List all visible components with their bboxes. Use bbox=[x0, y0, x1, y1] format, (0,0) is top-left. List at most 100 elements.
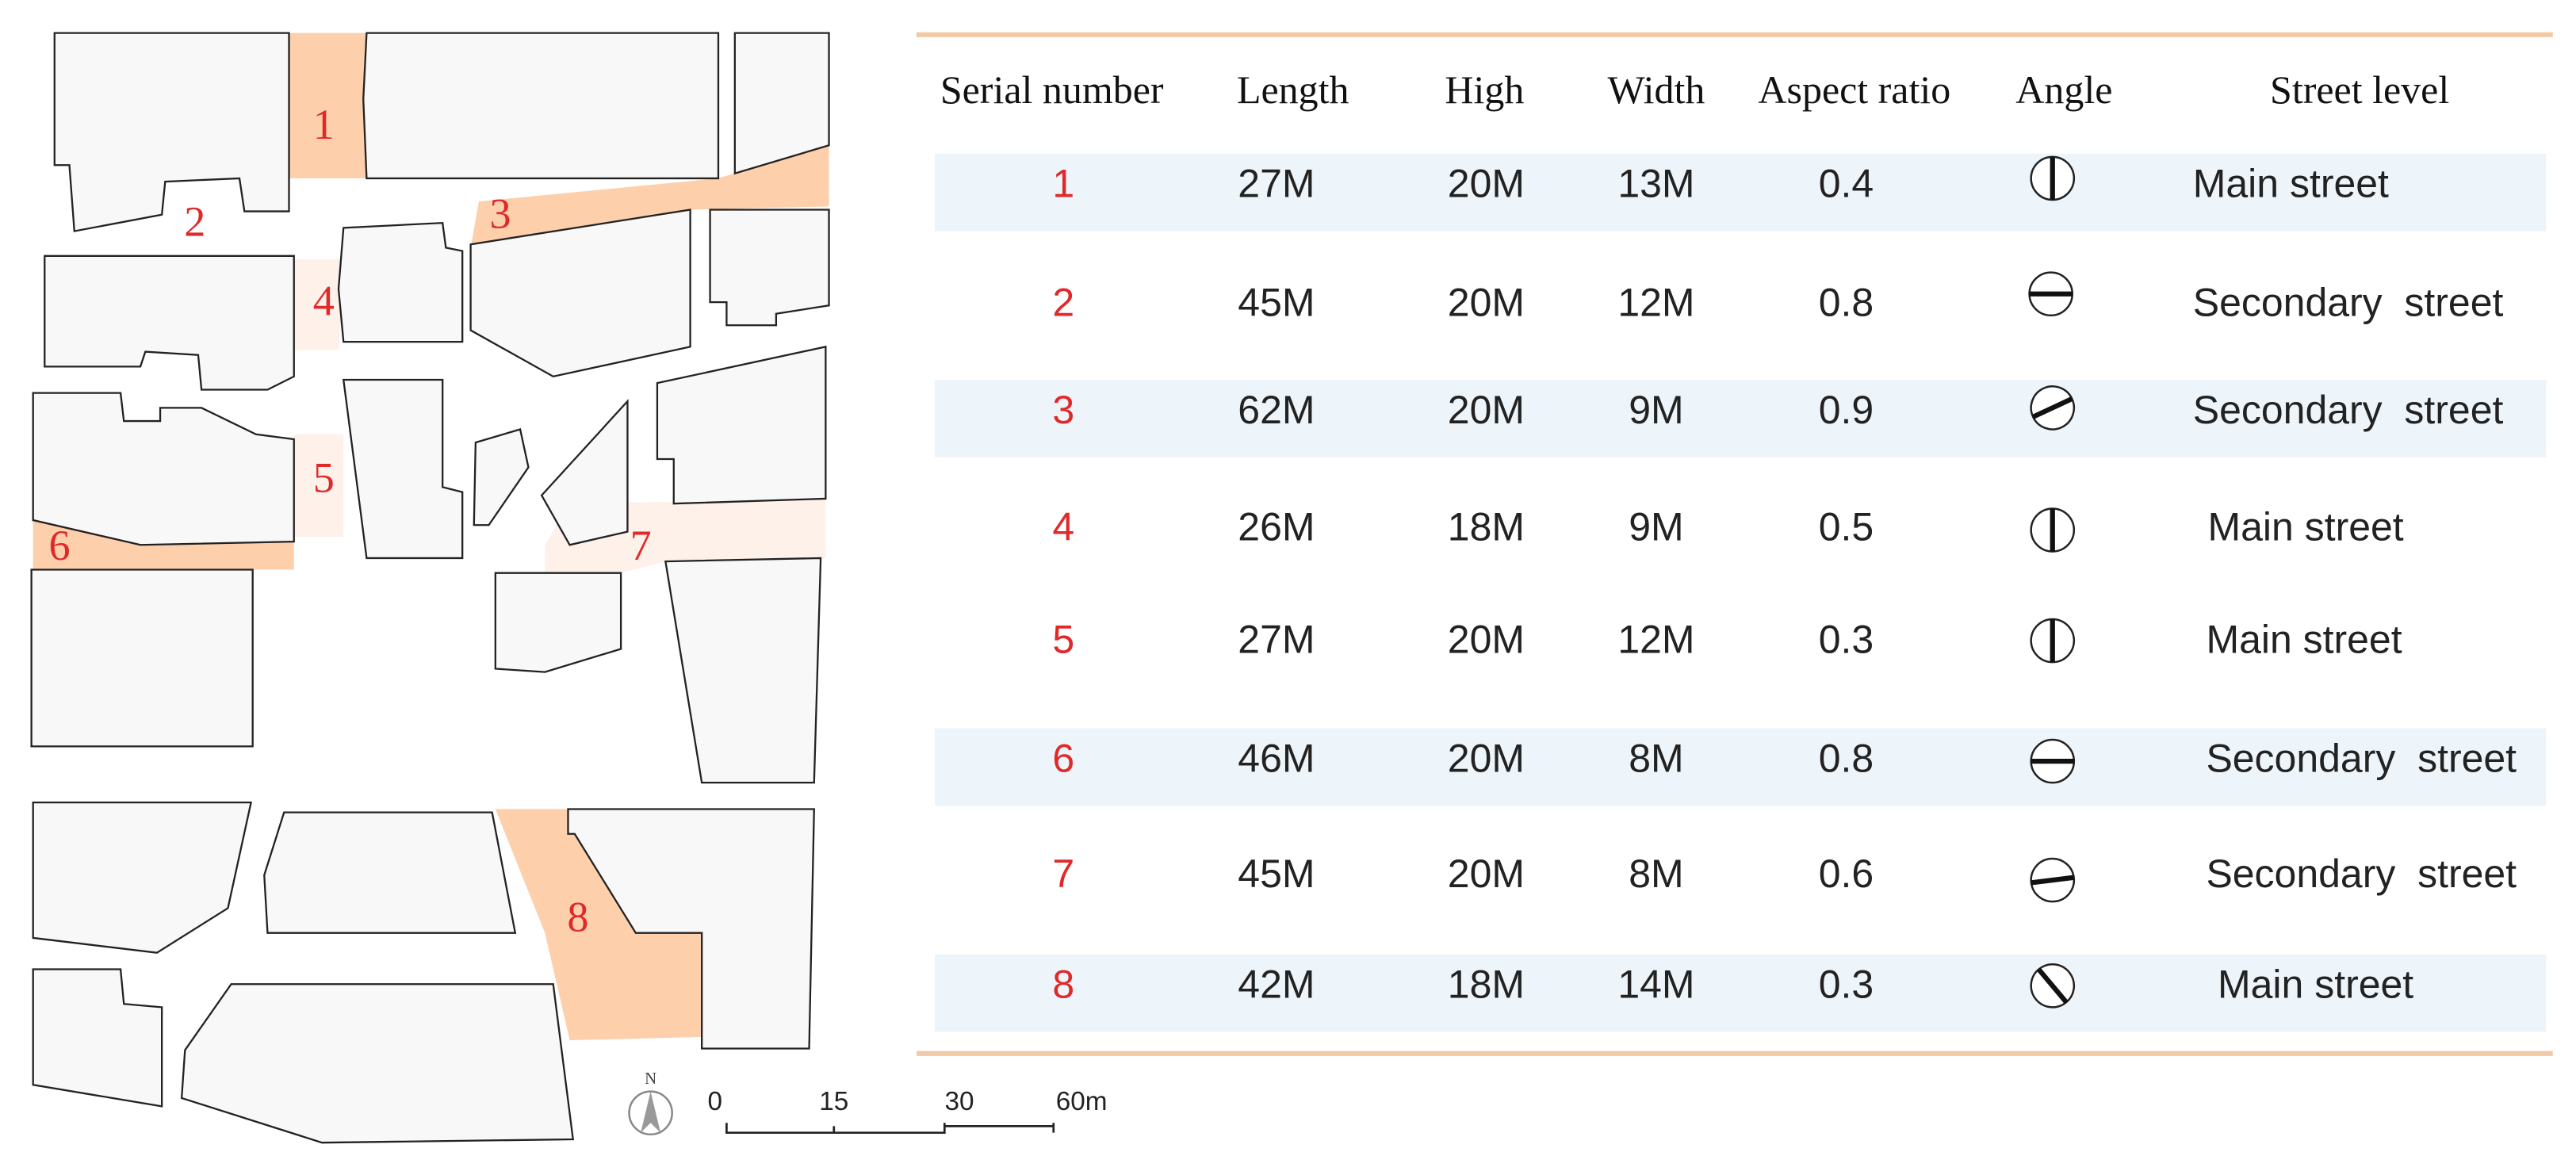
scale-bar bbox=[725, 1123, 1055, 1135]
building bbox=[263, 811, 517, 934]
table: Serial number Length High Width Aspect ratio… bbox=[916, 32, 2553, 1056]
street-5 bbox=[293, 434, 344, 537]
header-cell: Length bbox=[1237, 67, 1349, 112]
cell: 62M bbox=[1238, 388, 1315, 432]
cell: 0.6 bbox=[1819, 852, 1874, 896]
cell: 0.9 bbox=[1819, 388, 1874, 432]
cell: 0.8 bbox=[1819, 280, 1874, 324]
building bbox=[567, 808, 815, 1050]
header-cell: Serial number bbox=[940, 67, 1164, 112]
cell: 18M bbox=[1448, 963, 1525, 1007]
cell: 0.3 bbox=[1819, 963, 1874, 1007]
cell: 27M bbox=[1238, 162, 1315, 206]
header-cell: Width bbox=[1607, 67, 1705, 112]
building bbox=[180, 983, 575, 1144]
angle-icon bbox=[2030, 155, 2076, 201]
cell: 12M bbox=[1617, 280, 1694, 324]
cell: 0.4 bbox=[1819, 162, 1874, 206]
building bbox=[32, 968, 163, 1108]
cell: 20M bbox=[1448, 162, 1525, 206]
cell: 20M bbox=[1448, 852, 1525, 896]
street-level-cell: Main street bbox=[2206, 617, 2402, 661]
header-cell: Street level bbox=[2270, 67, 2449, 112]
building bbox=[469, 209, 691, 378]
street-8 bbox=[495, 809, 702, 1041]
building bbox=[53, 32, 290, 232]
serial-cell: 6 bbox=[1052, 736, 1074, 780]
row-band bbox=[934, 153, 2547, 232]
building bbox=[656, 345, 827, 505]
scale-label: 15 bbox=[819, 1087, 848, 1116]
cell: 42M bbox=[1238, 963, 1315, 1007]
street-level-cell: Main street bbox=[2193, 162, 2389, 206]
scale-label: 30 bbox=[945, 1087, 974, 1116]
serial-cell: 8 bbox=[1052, 963, 1074, 1007]
cell: 18M bbox=[1448, 505, 1525, 549]
street-4 bbox=[293, 258, 347, 350]
north-arrow: N bbox=[628, 1069, 673, 1136]
site-map: 1 2 3 4 5 6 7 8 N 0 15 30 60m bbox=[30, 32, 1108, 1144]
angle-icon bbox=[2028, 271, 2073, 317]
cell: 20M bbox=[1448, 736, 1525, 780]
angle-icon bbox=[2030, 507, 2076, 553]
serial-cell: 5 bbox=[1052, 617, 1074, 661]
building bbox=[664, 557, 822, 784]
serial-cell: 7 bbox=[1052, 852, 1074, 896]
cell: 20M bbox=[1448, 388, 1525, 432]
cell: 9M bbox=[1629, 388, 1683, 432]
row-band bbox=[934, 728, 2547, 806]
street-level-cell: Main street bbox=[2208, 505, 2404, 549]
angle-icon bbox=[2030, 738, 2076, 784]
building bbox=[709, 209, 830, 327]
cell: 0.3 bbox=[1819, 617, 1874, 661]
cell: 8M bbox=[1629, 852, 1683, 896]
building bbox=[32, 392, 295, 546]
street-level-cell: Main street bbox=[2218, 963, 2413, 1007]
building bbox=[473, 428, 530, 526]
map-label: 2 bbox=[184, 198, 205, 246]
row-band bbox=[934, 380, 2547, 457]
angle-icon bbox=[2030, 618, 2076, 664]
building bbox=[540, 399, 629, 546]
header-cell: High bbox=[1445, 67, 1524, 112]
row-band bbox=[934, 954, 2547, 1032]
map-label: 3 bbox=[490, 189, 511, 237]
cell: 45M bbox=[1238, 852, 1315, 896]
street-1 bbox=[289, 33, 367, 178]
cell: 0.5 bbox=[1819, 505, 1874, 549]
angle-icon bbox=[2030, 385, 2076, 431]
cell: 20M bbox=[1448, 280, 1525, 324]
angle-icon bbox=[2030, 857, 2076, 903]
map-label: 4 bbox=[313, 277, 335, 325]
cell: 0.8 bbox=[1819, 736, 1874, 780]
cell: 26M bbox=[1238, 505, 1315, 549]
building bbox=[494, 572, 622, 673]
cell: 27M bbox=[1238, 617, 1315, 661]
serial-cell: 1 bbox=[1052, 162, 1074, 206]
building bbox=[30, 568, 254, 748]
map-label: 5 bbox=[313, 454, 335, 502]
serial-cell: 2 bbox=[1052, 280, 1074, 324]
cell: 13M bbox=[1617, 162, 1694, 206]
map-label: 1 bbox=[313, 101, 335, 148]
header-cell: Aspect ratio bbox=[1758, 67, 1950, 112]
street-level-cell: Secondary street bbox=[2206, 852, 2517, 896]
cell: 20M bbox=[1448, 617, 1525, 661]
street-3 bbox=[470, 145, 829, 248]
angle-icon bbox=[2030, 963, 2076, 1009]
building bbox=[362, 32, 720, 180]
cell: 14M bbox=[1617, 963, 1694, 1007]
building bbox=[44, 255, 295, 391]
serial-cell: 4 bbox=[1052, 505, 1074, 549]
map-label: 8 bbox=[567, 894, 588, 941]
map-label: 6 bbox=[48, 522, 70, 569]
cell: 8M bbox=[1629, 736, 1683, 780]
scale-label: 60m bbox=[1056, 1087, 1108, 1116]
angle-icons bbox=[2028, 155, 2076, 1009]
building bbox=[337, 221, 464, 343]
street-level-cell: Secondary street bbox=[2193, 388, 2504, 432]
north-label: N bbox=[645, 1069, 656, 1088]
cell: 45M bbox=[1238, 280, 1315, 324]
cell: 46M bbox=[1238, 736, 1315, 780]
